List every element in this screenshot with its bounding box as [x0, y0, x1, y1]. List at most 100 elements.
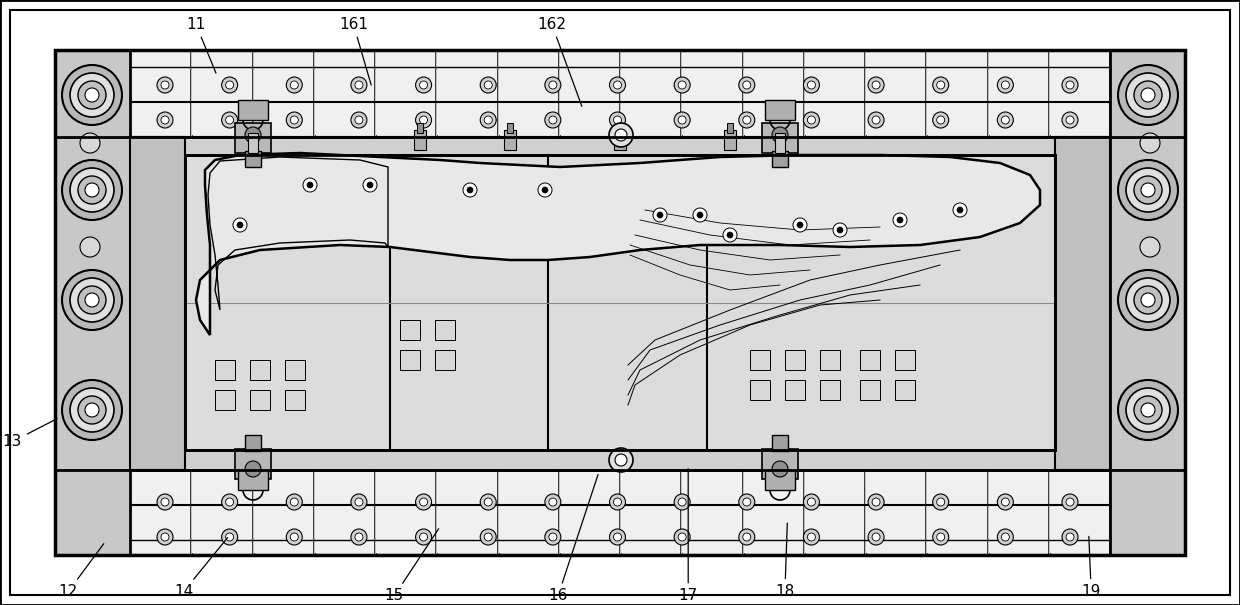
Circle shape: [872, 81, 880, 89]
Circle shape: [1118, 65, 1178, 125]
Circle shape: [1066, 116, 1074, 124]
Bar: [55, 50, 1185, 137]
Bar: [750, 380, 770, 400]
Circle shape: [1061, 529, 1078, 545]
Text: 162: 162: [537, 17, 582, 106]
Circle shape: [157, 77, 174, 93]
Circle shape: [615, 454, 627, 466]
Bar: [238, 100, 268, 120]
Bar: [619, 50, 621, 137]
Circle shape: [549, 533, 557, 541]
Bar: [248, 133, 258, 153]
Bar: [763, 449, 799, 479]
Bar: [805, 472, 864, 553]
Circle shape: [286, 77, 303, 93]
Circle shape: [419, 116, 428, 124]
Circle shape: [743, 81, 750, 89]
Circle shape: [1061, 494, 1078, 510]
Bar: [250, 390, 270, 410]
Text: 161: 161: [339, 17, 371, 85]
Circle shape: [1135, 396, 1162, 424]
Circle shape: [1141, 183, 1154, 197]
Circle shape: [290, 498, 299, 506]
Circle shape: [290, 81, 299, 89]
Bar: [374, 50, 376, 137]
Circle shape: [739, 77, 755, 93]
Bar: [1055, 137, 1110, 470]
Circle shape: [678, 533, 686, 541]
Bar: [129, 470, 131, 555]
Circle shape: [351, 494, 367, 510]
Bar: [414, 130, 427, 150]
Text: 17: 17: [678, 469, 698, 603]
Bar: [928, 52, 987, 135]
Bar: [681, 50, 682, 137]
Bar: [131, 472, 190, 553]
Circle shape: [419, 498, 428, 506]
Bar: [802, 50, 805, 137]
Circle shape: [739, 529, 755, 545]
Bar: [55, 50, 1185, 137]
Circle shape: [549, 498, 557, 506]
Circle shape: [415, 494, 432, 510]
Circle shape: [932, 494, 949, 510]
Bar: [773, 435, 787, 451]
Bar: [802, 470, 805, 555]
Circle shape: [308, 182, 312, 188]
Bar: [507, 123, 513, 133]
Bar: [744, 472, 802, 553]
Bar: [727, 123, 733, 133]
Bar: [435, 350, 455, 370]
Circle shape: [675, 77, 691, 93]
Circle shape: [86, 403, 99, 417]
Bar: [401, 350, 420, 370]
Bar: [315, 52, 374, 135]
Circle shape: [157, 529, 174, 545]
Circle shape: [1135, 176, 1162, 204]
Circle shape: [872, 116, 880, 124]
Circle shape: [609, 448, 632, 472]
Circle shape: [303, 178, 317, 192]
Circle shape: [610, 77, 625, 93]
Bar: [773, 151, 787, 167]
Bar: [987, 50, 988, 137]
Circle shape: [697, 212, 703, 218]
Bar: [55, 137, 1185, 470]
Circle shape: [86, 293, 99, 307]
Circle shape: [693, 208, 707, 222]
Bar: [376, 52, 435, 135]
Circle shape: [351, 112, 367, 128]
Circle shape: [610, 494, 625, 510]
Bar: [750, 350, 770, 370]
Bar: [681, 470, 682, 555]
Circle shape: [419, 81, 428, 89]
Circle shape: [1118, 380, 1178, 440]
Circle shape: [936, 498, 945, 506]
Circle shape: [246, 461, 260, 477]
Bar: [312, 470, 315, 555]
Bar: [866, 52, 925, 135]
Circle shape: [614, 533, 621, 541]
Bar: [55, 470, 1185, 555]
Circle shape: [415, 77, 432, 93]
Circle shape: [997, 112, 1013, 128]
Bar: [192, 472, 252, 553]
Circle shape: [997, 529, 1013, 545]
Circle shape: [467, 187, 472, 193]
Circle shape: [544, 112, 560, 128]
Bar: [236, 123, 272, 153]
Circle shape: [807, 81, 816, 89]
Bar: [861, 380, 880, 400]
Circle shape: [932, 77, 949, 93]
Circle shape: [804, 77, 820, 93]
Circle shape: [222, 112, 238, 128]
Bar: [496, 50, 498, 137]
Circle shape: [161, 81, 169, 89]
Circle shape: [614, 116, 621, 124]
Bar: [435, 320, 455, 340]
Bar: [621, 52, 681, 135]
Bar: [820, 350, 839, 370]
Circle shape: [222, 529, 238, 545]
Text: 19: 19: [1081, 537, 1101, 599]
Circle shape: [226, 116, 233, 124]
